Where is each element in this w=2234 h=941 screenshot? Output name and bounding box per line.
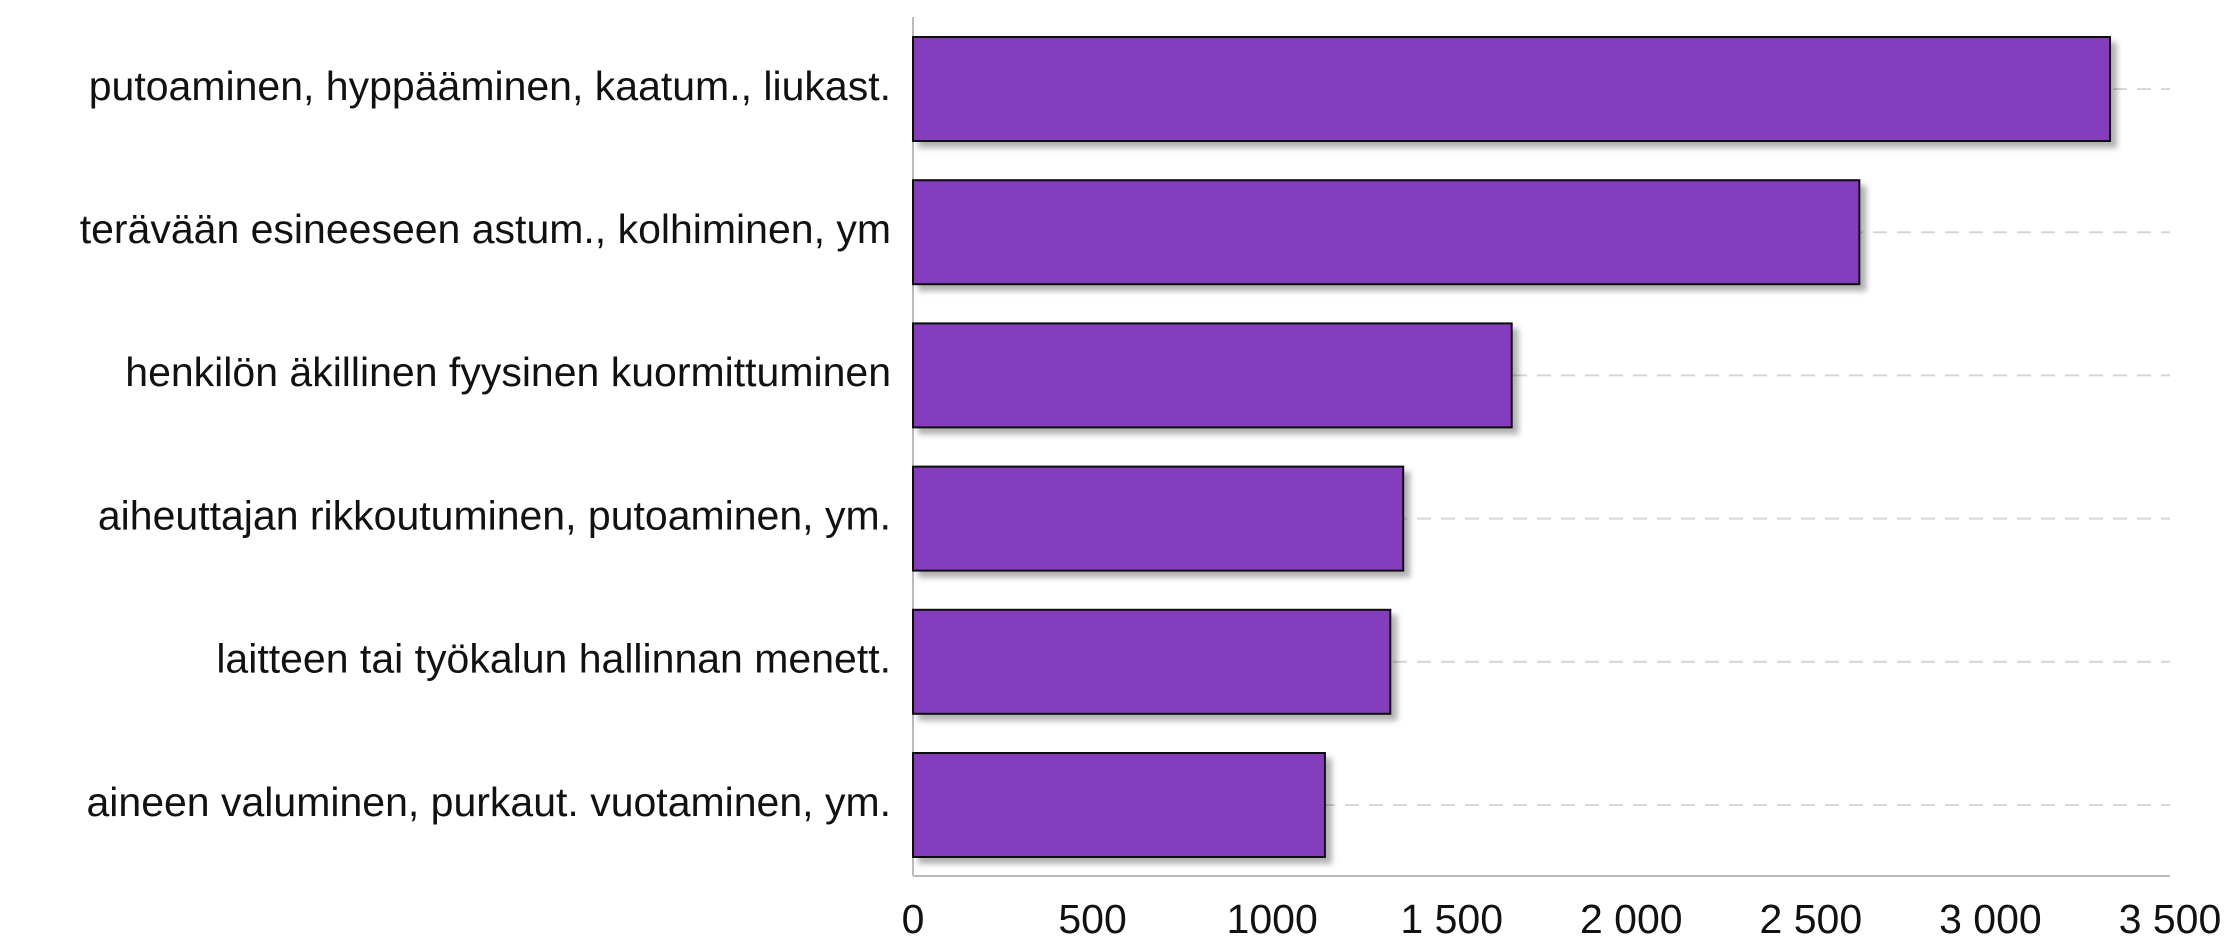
y-tick-label: laitteen tai työkalun hallinnan menett.	[216, 636, 891, 682]
x-tick-label: 500	[1058, 896, 1126, 941]
x-tick-label: 1 500	[1400, 896, 1503, 941]
bar	[912, 322, 1513, 429]
x-tick-label: 2 000	[1580, 896, 1683, 941]
y-tick-label: terävään esineeseen astum., kolhiminen, …	[80, 206, 891, 252]
x-tick-label: 1000	[1227, 896, 1318, 941]
x-tick-label: 2 500	[1760, 896, 1863, 941]
bar	[912, 752, 1326, 858]
x-tick-label: 3 000	[1939, 896, 2042, 941]
y-tick-label: putoaminen, hyppääminen, kaatum., liukas…	[89, 63, 891, 109]
y-tick-label: aineen valuminen, purkaut. vuotaminen, y…	[86, 779, 891, 825]
y-tick-label: henkilön äkillinen fyysinen kuormittumin…	[125, 349, 891, 395]
x-tick-label: 3 500	[2119, 896, 2222, 941]
y-tick-label: aiheuttajan rikkoutuminen, putoaminen, y…	[98, 492, 891, 538]
bar	[912, 179, 1861, 286]
bar	[912, 465, 1405, 572]
x-tick-label: 0	[902, 896, 925, 941]
bar	[912, 608, 1392, 715]
bar	[912, 36, 2112, 142]
